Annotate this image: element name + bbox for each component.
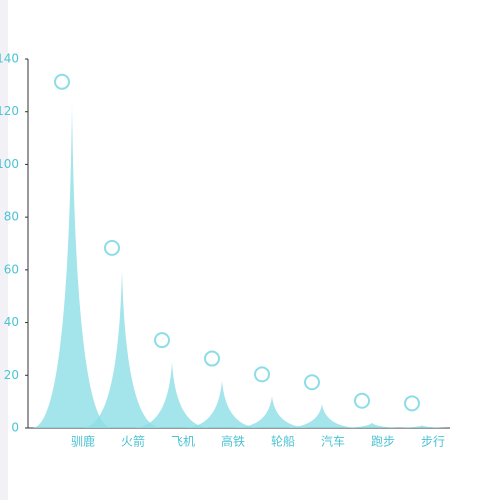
x-tick-label: 飞机 bbox=[171, 435, 195, 449]
x-tick-label: 轮船 bbox=[271, 435, 295, 449]
y-tick-label: 0 bbox=[11, 421, 19, 435]
icon bbox=[354, 392, 370, 409]
spike bbox=[232, 396, 312, 428]
spike bbox=[332, 422, 412, 428]
icon bbox=[404, 395, 420, 412]
side-strip bbox=[0, 0, 8, 500]
y-tick-label: 80 bbox=[4, 210, 19, 224]
icon bbox=[304, 374, 320, 391]
icon bbox=[54, 73, 70, 90]
y-tick-label: 140 bbox=[0, 52, 19, 66]
y-tick-label: 100 bbox=[0, 157, 19, 171]
y-tick-label: 120 bbox=[0, 104, 19, 118]
y-tick-label: 20 bbox=[4, 368, 19, 382]
x-tick-label: 高铁 bbox=[221, 434, 245, 449]
spike bbox=[182, 380, 262, 428]
spike bbox=[132, 362, 212, 428]
x-tick-label: 驯鹿 bbox=[71, 434, 95, 449]
spike bbox=[282, 404, 362, 428]
spike bbox=[82, 269, 162, 428]
icon bbox=[254, 366, 270, 383]
icon bbox=[104, 239, 120, 256]
y-tick-label: 40 bbox=[4, 315, 19, 329]
icon bbox=[154, 332, 170, 349]
spike bbox=[382, 425, 462, 428]
y-tick-label: 60 bbox=[4, 262, 19, 276]
x-tick-label: 跑步 bbox=[371, 435, 395, 449]
spike bbox=[32, 103, 112, 429]
x-tick-label: 步行 bbox=[421, 435, 445, 449]
icon bbox=[204, 350, 220, 367]
x-tick-label: 火箭 bbox=[121, 434, 145, 449]
x-tick-label: 汽车 bbox=[321, 434, 345, 449]
